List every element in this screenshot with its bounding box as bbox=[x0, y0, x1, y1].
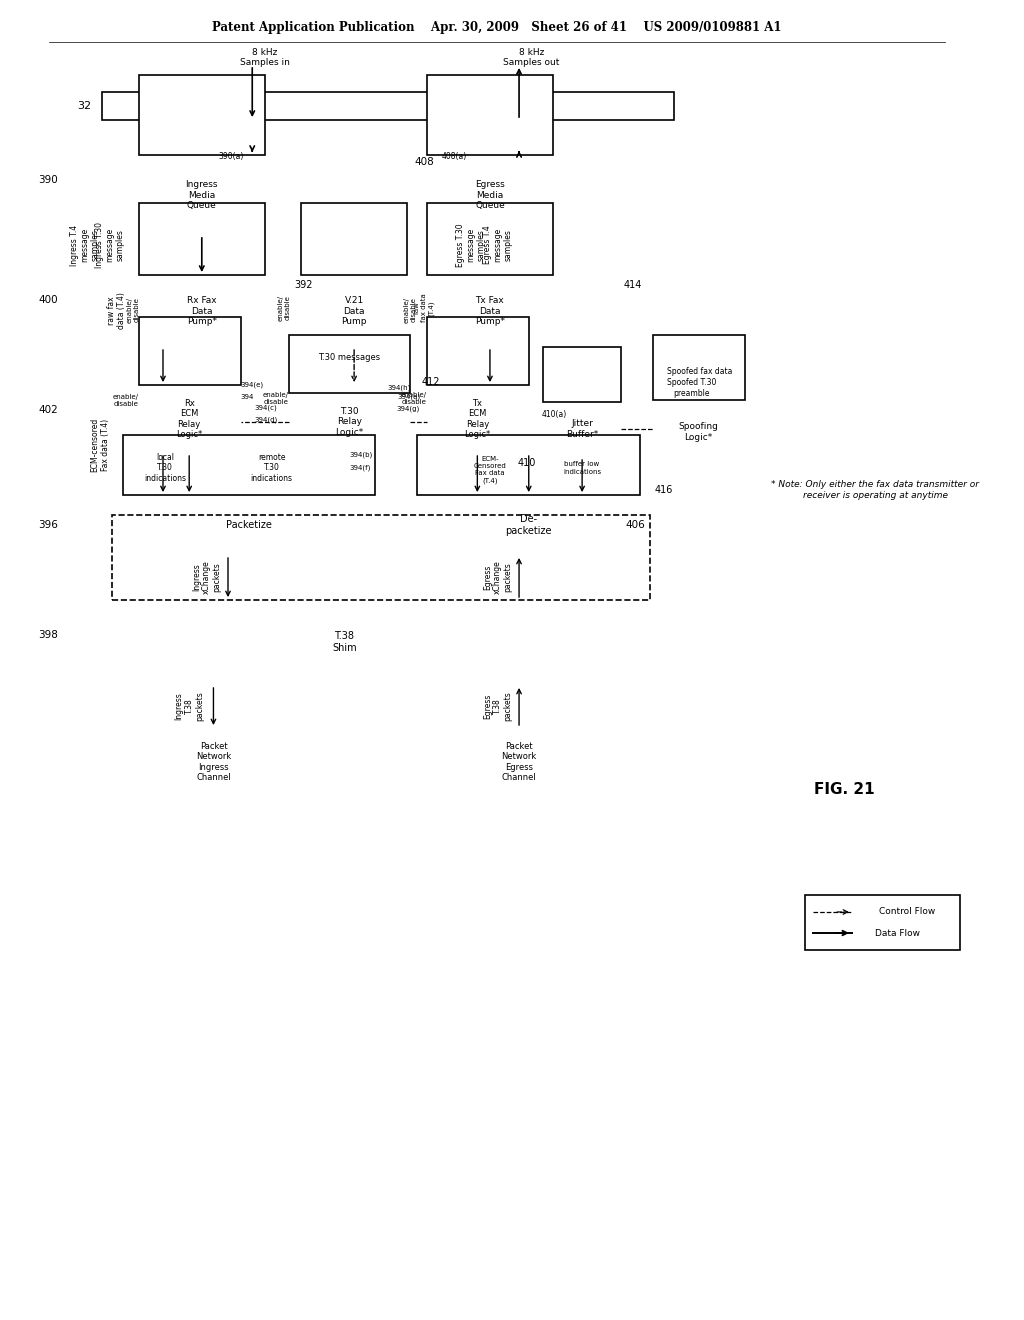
Text: 394(d): 394(d) bbox=[254, 417, 278, 424]
Text: 400: 400 bbox=[39, 294, 58, 305]
Text: enable/
disable: enable/ disable bbox=[126, 297, 139, 323]
Bar bbox=[112, 515, 650, 601]
Text: Rx Fax
Data
Pump*: Rx Fax Data Pump* bbox=[186, 296, 217, 326]
Text: 392: 392 bbox=[294, 280, 312, 290]
Text: 414: 414 bbox=[624, 280, 642, 290]
Text: 398: 398 bbox=[38, 630, 58, 640]
Text: Ingress T.4
message
samples: Ingress T.4 message samples bbox=[70, 224, 99, 265]
Text: Packet
Network
Ingress
Channel: Packet Network Ingress Channel bbox=[196, 742, 231, 781]
Text: Packetize: Packetize bbox=[226, 520, 272, 531]
Text: Packet
Network
Egress
Channel: Packet Network Egress Channel bbox=[502, 742, 537, 781]
Bar bbox=[123, 436, 376, 495]
Text: ECM-censored
Fax data (T.4): ECM-censored Fax data (T.4) bbox=[90, 418, 110, 473]
Text: De-
packetize: De- packetize bbox=[506, 515, 552, 536]
Text: Data Flow: Data Flow bbox=[874, 928, 920, 937]
Text: enable/
disable: enable/ disable bbox=[278, 294, 291, 321]
Bar bbox=[544, 347, 621, 403]
Text: enable/
disable: enable/ disable bbox=[113, 393, 138, 407]
Text: 410: 410 bbox=[517, 458, 536, 469]
Bar bbox=[427, 75, 553, 154]
Text: * Note: Only either the fax data transmitter or
receiver is operating at anytime: * Note: Only either the fax data transmi… bbox=[771, 480, 979, 500]
Text: 402: 402 bbox=[39, 405, 58, 414]
Text: remote
T.30
indications: remote T.30 indications bbox=[251, 453, 293, 483]
Text: 394(h): 394(h) bbox=[387, 384, 411, 391]
Text: 8 kHz
Samples out: 8 kHz Samples out bbox=[504, 48, 560, 67]
Text: raw
fax data
(T.4): raw fax data (T.4) bbox=[414, 293, 434, 322]
Text: 416: 416 bbox=[655, 484, 673, 495]
Text: 390: 390 bbox=[39, 176, 58, 185]
Text: Tx
ECM
Relay
Logic*: Tx ECM Relay Logic* bbox=[464, 399, 490, 440]
Text: 408: 408 bbox=[415, 157, 434, 168]
Text: 396: 396 bbox=[38, 520, 58, 531]
Bar bbox=[427, 203, 553, 275]
Text: buffer low
indications: buffer low indications bbox=[563, 462, 601, 474]
Text: T.30 messages: T.30 messages bbox=[318, 354, 380, 363]
Text: Patent Application Publication    Apr. 30, 2009   Sheet 26 of 41    US 2009/0109: Patent Application Publication Apr. 30, … bbox=[212, 21, 781, 34]
Text: Egress
xChange
packets: Egress xChange packets bbox=[482, 560, 513, 594]
Text: 406: 406 bbox=[626, 520, 645, 531]
Text: 394: 394 bbox=[241, 393, 254, 400]
Text: Egress
T.38
packets: Egress T.38 packets bbox=[482, 692, 513, 721]
Text: enable/
disable: enable/ disable bbox=[403, 297, 417, 323]
Text: local
T.30
indications: local T.30 indications bbox=[144, 453, 186, 483]
Text: 32: 32 bbox=[78, 102, 91, 111]
Text: enable/
disable: enable/ disable bbox=[400, 392, 427, 404]
Text: Tx Fax
Data
Pump*: Tx Fax Data Pump* bbox=[475, 296, 505, 326]
Text: 390(a): 390(a) bbox=[218, 153, 244, 161]
Text: 394(f): 394(f) bbox=[349, 465, 371, 471]
Text: Ingress
T.38
packets: Ingress T.38 packets bbox=[174, 692, 204, 721]
Text: raw fax
data (T.4): raw fax data (T.4) bbox=[106, 293, 126, 330]
Text: 394(a): 394(a) bbox=[397, 393, 420, 400]
Text: Egress T.4
message
samples: Egress T.4 message samples bbox=[482, 226, 513, 264]
Text: Ingress
xChange
packets: Ingress xChange packets bbox=[191, 560, 221, 594]
Text: enable/
disable: enable/ disable bbox=[263, 392, 289, 404]
Text: 408(a): 408(a) bbox=[441, 153, 467, 161]
Bar bbox=[138, 317, 241, 385]
Bar bbox=[417, 436, 640, 495]
Text: 8 kHz
Samples in: 8 kHz Samples in bbox=[240, 48, 290, 67]
Text: Egress T.30
message
samples: Egress T.30 message samples bbox=[456, 223, 485, 267]
Text: 410(a): 410(a) bbox=[542, 411, 566, 420]
Bar bbox=[301, 203, 408, 275]
Text: Spoofing
Logic*: Spoofing Logic* bbox=[679, 422, 719, 442]
Text: Egress
Media
Queue: Egress Media Queue bbox=[475, 180, 505, 210]
Bar bbox=[427, 317, 528, 385]
Text: Jitter
Buffer*: Jitter Buffer* bbox=[566, 420, 598, 438]
Text: 394(g): 394(g) bbox=[397, 405, 420, 412]
Bar bbox=[805, 895, 961, 950]
Text: Ingress
Media
Queue: Ingress Media Queue bbox=[185, 180, 218, 210]
Text: T.30
Relay
Logic*: T.30 Relay Logic* bbox=[335, 407, 364, 437]
Text: 394(e): 394(e) bbox=[241, 381, 264, 388]
Text: T.38
Shim: T.38 Shim bbox=[332, 631, 356, 653]
Text: Control Flow: Control Flow bbox=[879, 908, 935, 916]
Bar bbox=[138, 203, 265, 275]
Text: V.21
Data
Pump: V.21 Data Pump bbox=[341, 296, 367, 326]
Bar bbox=[101, 92, 674, 120]
Text: FIG. 21: FIG. 21 bbox=[814, 783, 874, 797]
Text: 394(c): 394(c) bbox=[254, 405, 276, 412]
Bar bbox=[289, 335, 411, 393]
Text: ECM-
Censored
Fax data
(T.4): ECM- Censored Fax data (T.4) bbox=[473, 457, 506, 483]
Text: Ingress T.30
message
samples: Ingress T.30 message samples bbox=[95, 222, 125, 268]
Text: 394(b): 394(b) bbox=[349, 451, 373, 458]
Text: Spoofed T.30
preamble: Spoofed T.30 preamble bbox=[667, 379, 716, 397]
Text: Spoofed fax data: Spoofed fax data bbox=[667, 367, 732, 376]
Text: Rx
ECM
Relay
Logic*: Rx ECM Relay Logic* bbox=[176, 399, 203, 440]
Bar bbox=[653, 335, 745, 400]
Text: 412: 412 bbox=[422, 378, 440, 387]
Bar bbox=[138, 75, 265, 154]
